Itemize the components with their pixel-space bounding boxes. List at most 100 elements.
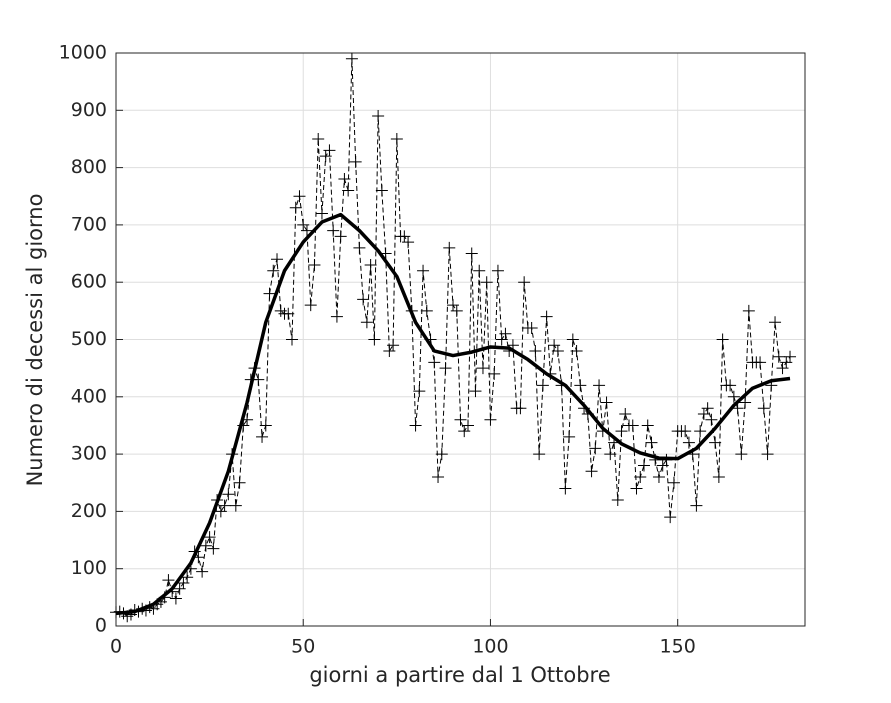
data-point <box>162 574 175 587</box>
data-point <box>634 471 647 484</box>
data-point <box>499 327 512 340</box>
data-point <box>338 173 351 186</box>
data-point <box>461 419 474 432</box>
data-point <box>409 419 422 432</box>
data-point <box>465 247 478 260</box>
y-tick-label: 700 <box>71 213 107 235</box>
data-point <box>757 402 770 415</box>
data-point <box>701 402 714 415</box>
data-point <box>784 350 797 363</box>
data-point <box>652 471 665 484</box>
data-point <box>724 379 737 392</box>
data-point <box>432 471 445 484</box>
data-point <box>439 362 452 375</box>
data-point <box>233 476 246 489</box>
x-tick-label: 100 <box>472 636 508 658</box>
data-point <box>304 299 317 312</box>
data-point <box>443 241 456 254</box>
data-point <box>360 316 373 329</box>
data-point <box>589 442 602 455</box>
data-point <box>271 253 284 266</box>
data-point <box>514 402 527 415</box>
data-point <box>229 499 242 512</box>
data-point <box>293 190 306 203</box>
data-point <box>218 499 231 512</box>
data-point <box>574 379 587 392</box>
data-point <box>518 276 531 289</box>
y-axis-label: Numero di decessi al giorno <box>23 194 47 487</box>
data-point <box>525 322 538 335</box>
y-tick-label: 1000 <box>59 42 107 64</box>
data-point <box>716 333 729 346</box>
data-point <box>169 592 182 605</box>
data-point <box>259 419 272 432</box>
data-point <box>570 344 583 357</box>
data-point <box>334 230 347 243</box>
data-point <box>203 531 216 544</box>
data-point <box>263 287 276 300</box>
data-point <box>488 367 501 380</box>
series-line <box>115 212 791 616</box>
data-point <box>593 379 606 392</box>
data-point <box>390 132 403 145</box>
data-point <box>312 132 325 145</box>
data-point <box>196 565 209 578</box>
x-tick-label: 0 <box>110 636 122 658</box>
data-point <box>694 425 707 438</box>
data-point <box>330 310 343 323</box>
data-point <box>323 144 336 157</box>
data-point <box>739 396 752 409</box>
data-point <box>709 436 722 449</box>
y-tick-label: 0 <box>95 615 107 637</box>
data-point <box>585 465 598 478</box>
data-point <box>626 419 639 432</box>
data-point <box>529 344 542 357</box>
axes-box <box>115 52 806 627</box>
data-point <box>772 350 785 363</box>
data-point <box>615 425 628 438</box>
data-point <box>600 396 613 409</box>
y-tick-label: 600 <box>71 271 107 293</box>
data-point <box>566 333 579 346</box>
data-point <box>619 407 632 420</box>
data-point <box>256 430 269 443</box>
data-point <box>641 419 654 432</box>
data-point <box>484 413 497 426</box>
data-point <box>353 241 366 254</box>
data-point <box>604 448 617 461</box>
data-point <box>563 430 576 443</box>
data-point <box>207 542 220 555</box>
data-point <box>769 316 782 329</box>
data-point <box>222 488 235 501</box>
data-point <box>690 499 703 512</box>
data-point <box>491 264 504 277</box>
data-point <box>181 571 194 584</box>
y-tick-label: 800 <box>71 156 107 178</box>
data-point <box>364 259 377 272</box>
data-point <box>454 413 467 426</box>
y-tick-label: 500 <box>71 328 107 350</box>
data-point <box>417 264 430 277</box>
data-point <box>540 310 553 323</box>
data-point <box>435 448 448 461</box>
data-point <box>342 184 355 197</box>
data-point <box>536 379 549 392</box>
data-point <box>476 362 489 375</box>
data-point <box>667 476 680 489</box>
data-point <box>413 385 426 398</box>
data-point <box>630 482 643 495</box>
y-tick-label: 300 <box>71 443 107 465</box>
data-point <box>285 333 298 346</box>
data-point <box>450 304 463 317</box>
data-point <box>480 276 493 289</box>
data-point <box>289 201 302 214</box>
data-point <box>664 511 677 524</box>
data-point <box>368 333 381 346</box>
data-point <box>645 436 658 449</box>
data-point <box>735 448 748 461</box>
data-point <box>754 356 767 369</box>
data-point <box>199 539 212 552</box>
data-point <box>402 236 415 249</box>
x-tick-label: 50 <box>291 636 315 658</box>
data-point <box>727 390 740 403</box>
